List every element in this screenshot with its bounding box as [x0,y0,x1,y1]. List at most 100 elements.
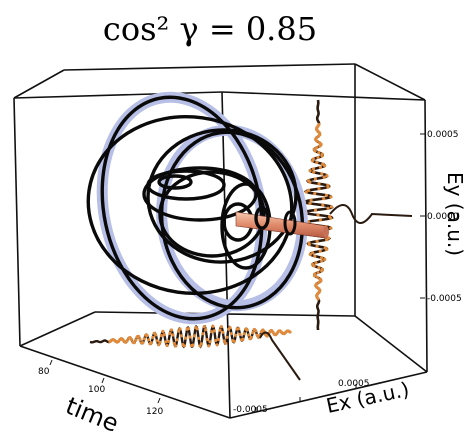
ex-projection-dot [142,337,146,341]
ex-projection-dot [225,335,229,339]
ex-projection-dot [212,329,216,333]
ey-projection-dot [318,249,322,253]
ey-projection-dot [304,190,308,194]
ey-projection-dot [320,172,324,176]
y-tick-label: 0.0000 [427,212,459,222]
ex-projection-dot [141,341,145,345]
ex-projection-dot [198,344,202,348]
ex-projection-dot [208,340,212,344]
ey-projection-dot [312,264,316,268]
ex-projection-dot [247,333,251,337]
ey-projection-dot [316,270,320,275]
ex-projection-dot [221,330,225,334]
ey-projection-dot [313,192,317,196]
ex-projection-dot [129,337,133,341]
probe-rod [235,206,329,239]
ey-projection-dot [311,251,315,255]
ex-projection-dot [199,342,203,346]
ex-projection-dot [154,333,158,337]
ex-projection-dot [165,343,169,348]
ey-projection-dot [320,154,324,158]
y-axis-tick-marks [420,133,425,299]
ey-projection-dot [312,170,316,174]
ex-projection-dot [205,338,209,342]
ex-projection-dot [232,339,236,343]
ey-projection-dot [307,243,311,247]
ey-projection-dot [322,197,326,201]
ex-projection-dot [125,339,129,343]
ey-projection-dot [317,266,321,270]
ey-projection-dot [313,149,317,153]
ey-projection-dot [320,269,324,273]
ey-projection-dot [318,144,322,148]
ex-projection-dot [202,325,206,329]
ey-projection-dot [308,169,312,173]
ex-projection-dot [255,333,259,337]
ex-projection-dot [251,331,255,335]
ey-projection-dot [320,259,324,263]
ex-projection-dot [147,338,151,342]
ey-projection-dot [315,239,319,243]
ey-projection-dot [321,203,325,207]
ex-projection-dot [188,335,192,339]
x-axis-ticks: -0.0005 0.0005 [233,379,370,415]
ex-projection-dot [137,334,141,339]
ey-projection-dot [318,165,323,169]
ex-projection-dot [168,331,172,335]
ex-projection-dot [174,344,178,348]
ey-projection-dot [317,182,321,186]
x-axis-tick-marks [255,384,357,412]
ex-projection-dot [149,341,153,345]
ex-projection-dot [169,328,173,332]
ex-projection-dot [179,334,183,338]
ex-projection-dot [191,343,195,347]
ey-projection-dot [315,160,319,164]
ex-projection-dot [182,344,186,348]
ex-projection [89,324,301,381]
ey-projection-dot [315,275,319,279]
ex-projection-dot [218,328,222,332]
ex-projection-dot [159,334,163,338]
ey-projection-dot [315,244,319,248]
ey-projection-dot [324,247,328,252]
ex-projection-dot [171,333,175,337]
ey-projection-dot [309,198,313,202]
ex-projection-dot [224,341,228,345]
ex-projection-dot [164,340,168,344]
field-trajectory [86,95,305,321]
ex-projection-dot [155,339,159,343]
ex-projection-dot [237,327,241,331]
ey-projection-dot [315,146,319,150]
ex-projection-dot [209,330,213,334]
ey-projection-dot [316,155,320,160]
x-tick-label: -0.0005 [233,405,268,415]
ey-projection-dot [318,218,322,222]
ex-projection-dot [162,333,166,337]
ey-projection-dot [317,280,321,284]
z-tick-label: 100 [88,385,105,395]
ex-projection-dot [167,339,171,343]
ey-projection-dot [324,238,329,242]
ex-projection-dot [184,336,188,340]
z-tick-label: 120 [146,407,163,417]
ex-projection-dot [288,330,292,334]
z-axis-ticks: 80 100 120 [38,367,163,417]
ex-projection-dot [242,332,246,336]
ex-projection-dot [219,325,223,329]
ex-projection-dot [229,332,233,336]
ey-projection-dot [326,185,330,189]
ey-projection-dot [323,257,327,261]
ey-projection-dot [313,254,317,258]
ex-projection-dot [241,337,245,341]
ey-projection-dot [320,256,324,260]
ex-projection-dot [157,343,161,347]
ex-projection-dot [215,343,219,347]
z-tick-label: 80 [38,367,50,377]
ey-projection-dot [315,139,319,143]
ex-projection-dot [175,338,179,342]
ex-projection-tail [259,331,301,381]
ey-projection-dot [324,193,328,197]
ey-projection-dot [329,205,334,209]
ey-projection-dot [329,216,333,220]
